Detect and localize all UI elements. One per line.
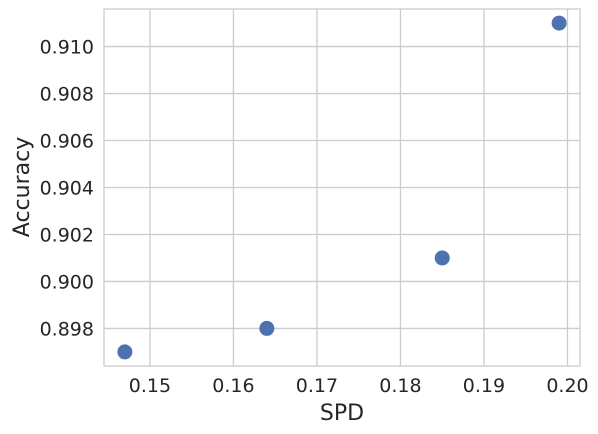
x-tick-label: 0.16 <box>212 375 254 397</box>
data-point <box>259 320 275 336</box>
x-tick-label: 0.15 <box>129 375 171 397</box>
grid <box>104 9 580 366</box>
data-point <box>117 344 133 360</box>
y-tick-label: 0.900 <box>40 271 94 293</box>
x-axis-label: SPD <box>320 401 364 426</box>
y-tick-labels: 0.898 0.900 0.902 0.904 0.906 0.908 0.910 <box>40 37 94 341</box>
x-tick-label: 0.19 <box>463 375 505 397</box>
x-tick-label: 0.17 <box>296 375 338 397</box>
plot-frame <box>103 8 581 367</box>
y-tick-label: 0.902 <box>40 224 94 246</box>
data-point <box>551 15 567 31</box>
y-tick-label: 0.898 <box>40 318 94 340</box>
y-tick-label: 0.910 <box>40 37 94 59</box>
x-tick-labels: 0.15 0.16 0.17 0.18 0.19 0.20 <box>129 375 589 397</box>
y-axis-label: Accuracy <box>10 137 35 237</box>
y-tick-label: 0.906 <box>40 131 94 153</box>
y-tick-label: 0.904 <box>40 178 94 200</box>
data-points <box>117 15 567 360</box>
x-tick-label: 0.18 <box>379 375 421 397</box>
data-point <box>434 250 450 266</box>
x-tick-label: 0.20 <box>546 375 588 397</box>
y-tick-label: 0.908 <box>40 84 94 106</box>
